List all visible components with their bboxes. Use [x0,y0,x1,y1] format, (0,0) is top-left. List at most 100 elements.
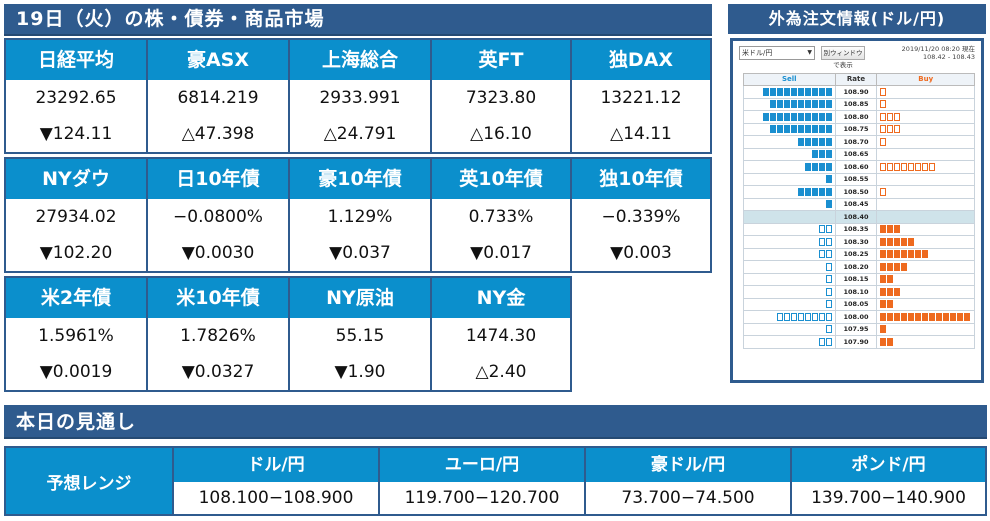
orderbook-rows: 108.90 108.85 108.80 108.75 108.70 108.65 108.… [743,85,975,349]
orderbook-row: 108.20 [743,260,975,274]
buy-limit-bar [900,250,907,259]
buy-limit-bar [879,300,886,309]
orderbook-buy-cell [876,310,975,324]
market-change-crude: ▼1.90 [334,362,386,382]
markets-header: 19日（火）の株・債券・商品市場 [4,4,712,36]
market-value-nydow: 27934.02 [35,207,117,227]
buy-limit-bar [942,312,949,321]
orderbook-row: 108.75 [743,122,975,136]
sell-stop-bar [826,312,833,321]
orderbook-sell-cell [743,247,836,261]
buy-stop-bar [928,162,935,171]
orderbook-sell-cell [743,210,836,224]
orderbook-sell-cell [743,122,836,136]
market-name-nydow: NYダウ [6,159,146,199]
market-name-gold: NY金 [432,278,570,318]
buy-limit-bar [879,275,886,284]
market-change-asx: △47.398 [181,124,255,144]
market-value-shanghai: 2933.991 [319,88,401,108]
sell-stop-bar [791,312,798,321]
orderbook-sell-cell [743,172,836,186]
sell-stop-bar [805,312,812,321]
sell-limit-bar [805,187,812,196]
sell-limit-bar [819,187,826,196]
buy-limit-bar [949,312,956,321]
sell-limit-bar [798,112,805,121]
orderbook-rate: 108.45 [834,197,878,211]
forecast-header: 本日の見通し [4,405,987,439]
sell-limit-bar [805,162,812,171]
buy-limit-bar [879,287,886,296]
orderbook-rate: 108.60 [834,160,878,174]
sell-limit-bar [812,87,819,96]
pair-select[interactable]: 米ドル/円 ▼ [739,46,815,60]
buy-stop-bar [914,162,921,171]
sell-limit-bar [826,175,833,184]
market-name-ftse: 英FT [432,40,570,80]
orderbook-rate: 108.50 [834,185,878,199]
buy-limit-bar [886,312,893,321]
market-name-nikkei: 日経平均 [6,40,146,80]
buy-limit-bar [879,225,886,234]
orderbook-rate: 107.95 [834,322,878,336]
market-value-uk10: 0.733% [468,207,534,227]
orderbook-buy-cell [876,335,975,349]
buy-limit-bar [914,312,921,321]
orderbook-range: 108.42 - 108.43 [923,53,975,61]
orderbook-table: Sell Rate Buy 108.90 108.85 108.80 108.75 10… [743,73,975,349]
buy-stop-bar [921,162,928,171]
orderbook-sell-cell [743,185,836,199]
sell-limit-bar [819,87,826,96]
buy-limit-bar [900,262,907,271]
buy-limit-bar [907,237,914,246]
new-window-button[interactable]: 別ウィンドウで表示 [821,46,865,69]
buy-limit-bar [907,312,914,321]
orderbook-row: 108.15 [743,272,975,286]
orderbook-buy-cell [876,222,975,236]
orderbook-rate: 108.40 [834,210,878,224]
sell-limit-bar [819,162,826,171]
orderbook-panel: 米ドル/円 ▼ 別ウィンドウで表示 2019/11/20 08:20 現在 10… [730,38,984,383]
market-value-dax: 13221.12 [600,88,682,108]
sell-stop-bar [826,225,833,234]
market-grid-row-1: 日経平均 23292.65 ▼124.11 豪ASX 6814.219 △47.… [4,38,712,154]
orderbook-rate: 108.05 [834,297,878,311]
buy-limit-bar [879,250,886,259]
sell-limit-bar [819,112,826,121]
sell-stop-bar [819,250,826,259]
orderbook-sell-cell [743,235,836,249]
market-name-us2: 米2年債 [6,278,146,318]
market-value-jgb10: −0.0800% [173,207,263,227]
orderbook-rate: 108.75 [834,122,878,136]
buy-limit-bar [900,312,907,321]
buy-stop-bar [907,162,914,171]
orderbook-row: 108.30 [743,235,975,249]
sell-limit-bar [791,87,798,96]
market-value-us10: 1.7826% [180,326,256,346]
sell-limit-bar [812,150,819,159]
orderbook-rate: 108.25 [834,247,878,261]
market-name-shanghai: 上海総合 [290,40,430,80]
orderbook-buy-cell [876,285,975,299]
market-change-de10: ▼0.003 [610,243,672,263]
sell-limit-bar [798,100,805,109]
buy-limit-bar [886,262,893,271]
orderbook-title: 外為注文情報(ドル/円) [728,4,986,34]
sell-limit-bar [819,137,826,146]
orderbook-col-sell: Sell [743,73,836,86]
sell-limit-bar [819,125,826,134]
market-name-uk10: 英10年債 [432,159,570,199]
buy-limit-bar [900,237,907,246]
orderbook-buy-cell [876,297,975,311]
buy-limit-bar [893,250,900,259]
sell-stop-bar [826,237,833,246]
sell-limit-bar [777,112,784,121]
sell-stop-bar [784,312,791,321]
market-change-us2: ▼0.0019 [39,362,113,382]
forecast-pair-eurjpy: ユーロ/円 [380,448,584,482]
sell-limit-bar [812,100,819,109]
orderbook-rate: 108.20 [834,260,878,274]
market-value-us2: 1.5961% [38,326,114,346]
sell-limit-bar [798,187,805,196]
orderbook-buy-cell [876,235,975,249]
